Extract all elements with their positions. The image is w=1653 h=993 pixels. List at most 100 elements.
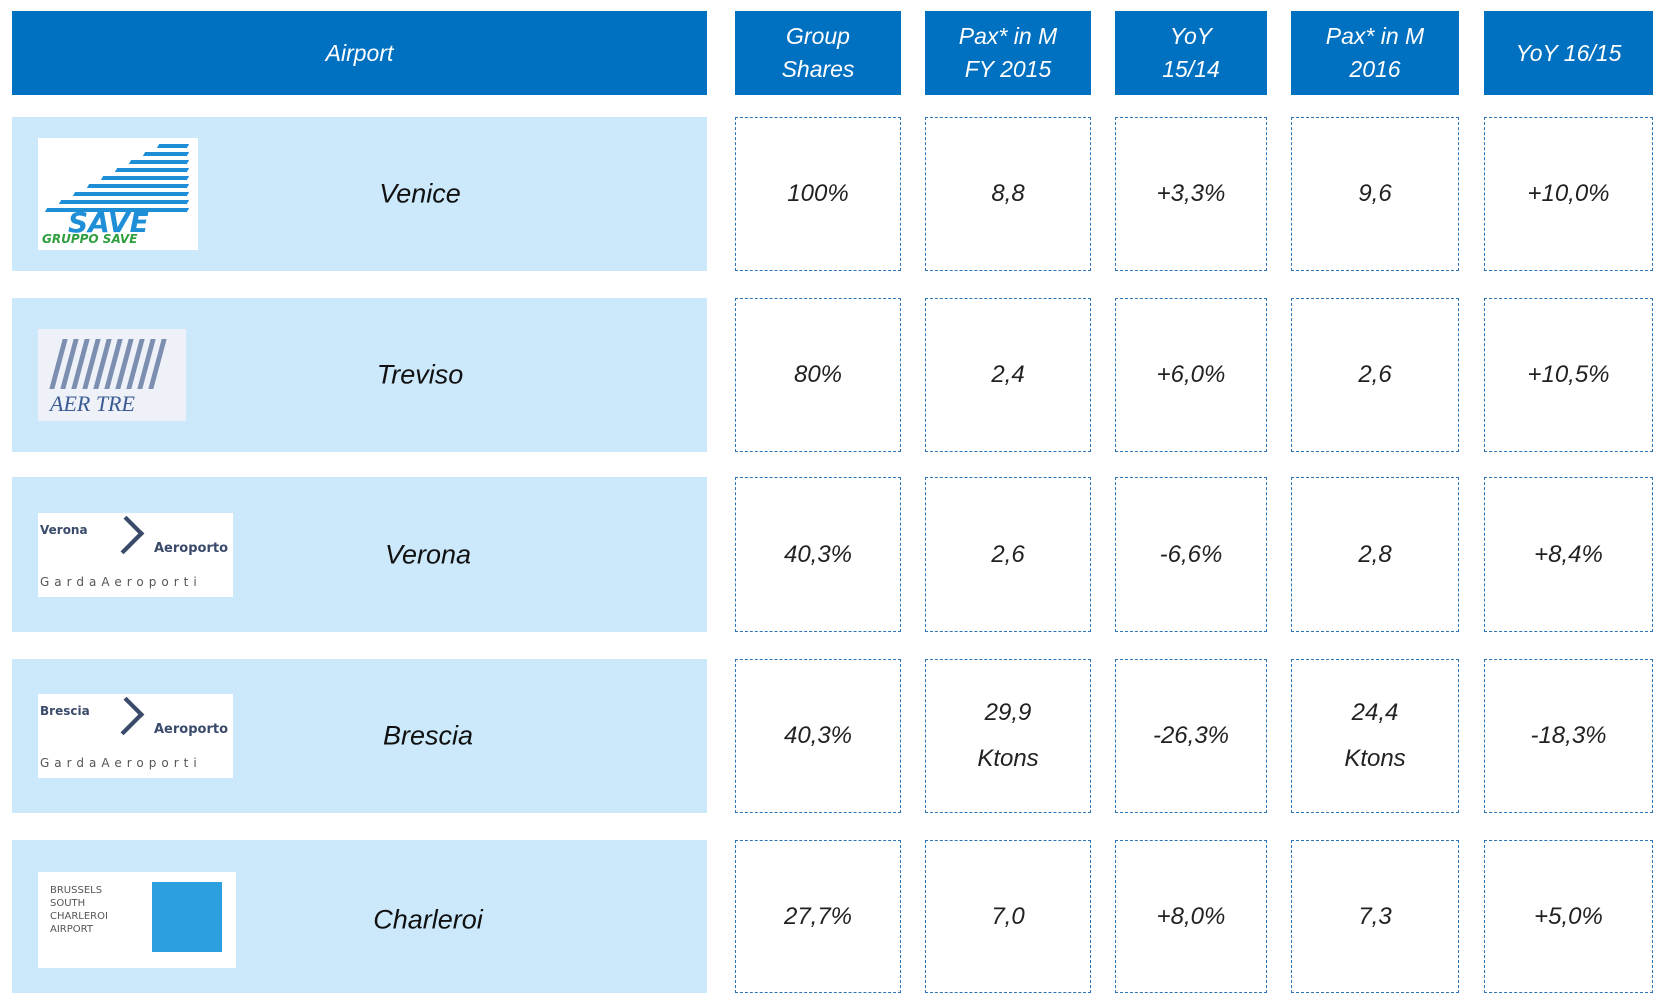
value-text: 2,6 [1358,361,1392,388]
header-cell: Pax* in M FY 2015 [925,11,1091,95]
value-text: Ktons [1344,745,1406,772]
header-cell: Pax* in M 2016 [1291,11,1459,95]
logo-square [152,882,222,952]
logo-arrow [105,515,145,554]
value-cell: 2,6 [925,477,1091,632]
value-text: 40,3% [783,722,853,749]
header-text: YoY [1169,23,1213,49]
value-text: +8,0% [1156,902,1226,930]
value-text: 80% [793,361,843,388]
logo-stripe [142,152,190,156]
airport-logo: Verona Aeroporto GardaAeroporti [38,512,233,597]
value-cell: 80% [735,298,901,452]
airport-name: Venice [379,178,461,209]
logo-text: AIRPORT [50,924,93,935]
logo-stripe [58,200,190,204]
airport-name: Treviso [376,359,464,390]
value-cell: +8,0% [1115,840,1267,993]
logo-stripe [86,184,190,188]
logo-text-block: BRUSSELS SOUTH CHARLEROI AIRPORT [50,884,108,936]
value-cell: 7,0 [925,840,1091,993]
logo-text: SOUTH [50,898,86,909]
logo-text: GardaAeroporti [40,756,202,770]
header-cell: YoY 15/14 [1115,11,1267,95]
airport-logo: Brescia Aeroporto GardaAeroporti [38,694,233,778]
value-cell: 2,4 [925,298,1091,452]
value-text: 100% [787,180,849,207]
value-cell: -18,3% [1484,659,1653,813]
value-text: -18,3% [1530,722,1607,749]
airport-logo: AER TRE [38,329,186,421]
value-text: 7,0 [991,902,1025,930]
value-text: 29,9 [984,699,1032,726]
value-cell: 29,9 Ktons [925,659,1091,813]
value-cell: 100% [735,117,901,271]
value-cell: +10,5% [1484,298,1653,452]
logo-stripe [156,144,190,148]
header-text: Shares [781,56,855,82]
logo-text: GardaAeroporti [40,574,202,589]
logo-stripe [72,192,190,196]
value-cell: -26,3% [1115,659,1267,813]
header-text: YoY 16/15 [1515,39,1622,66]
header-text: Pax* in M [1325,23,1425,49]
value-cell: 2,8 [1291,477,1459,632]
logo-text: Aeroporto [154,540,229,556]
value-text: -26,3% [1152,722,1230,749]
value-text: 2,6 [991,540,1025,568]
header-text: Airport [325,39,394,66]
value-text: 7,3 [1358,902,1392,930]
value-text: 24,4 [1351,699,1399,726]
header-text: Pax* in M [958,23,1058,49]
header-cell: Airport [12,11,707,95]
value-text: +5,0% [1534,902,1603,930]
value-text: -6,6% [1159,540,1223,568]
header-text: Group [786,23,850,49]
logo-stripe [100,176,190,180]
value-cell: 24,4 Ktons [1291,659,1459,813]
value-cell: -6,6% [1115,477,1267,632]
airport-name: Verona [384,539,472,569]
logo-text: Aeroporto [154,722,229,737]
value-text: 27,7% [783,902,853,930]
airport-name: Brescia [382,720,474,751]
header-cell: YoY 16/15 [1484,11,1653,95]
value-text: Ktons [977,745,1039,772]
airport-logo: BRUSSELS SOUTH CHARLEROI AIRPORT [38,872,236,968]
logo-text: AER TRE [50,391,135,416]
logo-text: SAVE [68,206,149,239]
logo-text: BRUSSELS [50,885,103,896]
value-cell: 8,8 [925,117,1091,271]
logo-text: Brescia [40,704,90,718]
value-text: 2,4 [991,361,1025,388]
header-text: 2016 [1349,56,1401,82]
airport-logo: SAVE GRUPPO SAVE [38,138,198,250]
value-cell: 9,6 [1291,117,1459,271]
value-cell: +10,0% [1484,117,1653,271]
header-cell: Group Shares [735,11,901,95]
value-text: 2,8 [1358,540,1392,568]
value-cell: +6,0% [1115,298,1267,452]
value-text: +6,0% [1156,361,1226,388]
logo-text: GRUPPO SAVE [42,232,138,246]
value-text: 8,8 [991,180,1025,207]
airport-name: Charleroi [373,904,483,935]
value-cell: 27,7% [735,840,901,993]
value-cell: 40,3% [735,659,901,813]
logo-stripe [128,160,190,164]
value-text: 9,6 [1358,180,1392,207]
value-cell: +5,0% [1484,840,1653,993]
value-cell: +8,4% [1484,477,1653,632]
logo-arrow [105,696,145,736]
value-text: +3,3% [1156,180,1226,207]
logo-stripe [114,168,190,172]
header-text: 15/14 [1162,56,1220,82]
value-cell: 2,6 [1291,298,1459,452]
header-text: FY 2015 [964,56,1052,82]
value-cell: 7,3 [1291,840,1459,993]
value-text: 40,3% [783,540,853,568]
value-cell: +3,3% [1115,117,1267,271]
value-text: +10,0% [1527,180,1610,207]
logo-text: CHARLEROI [50,911,108,922]
